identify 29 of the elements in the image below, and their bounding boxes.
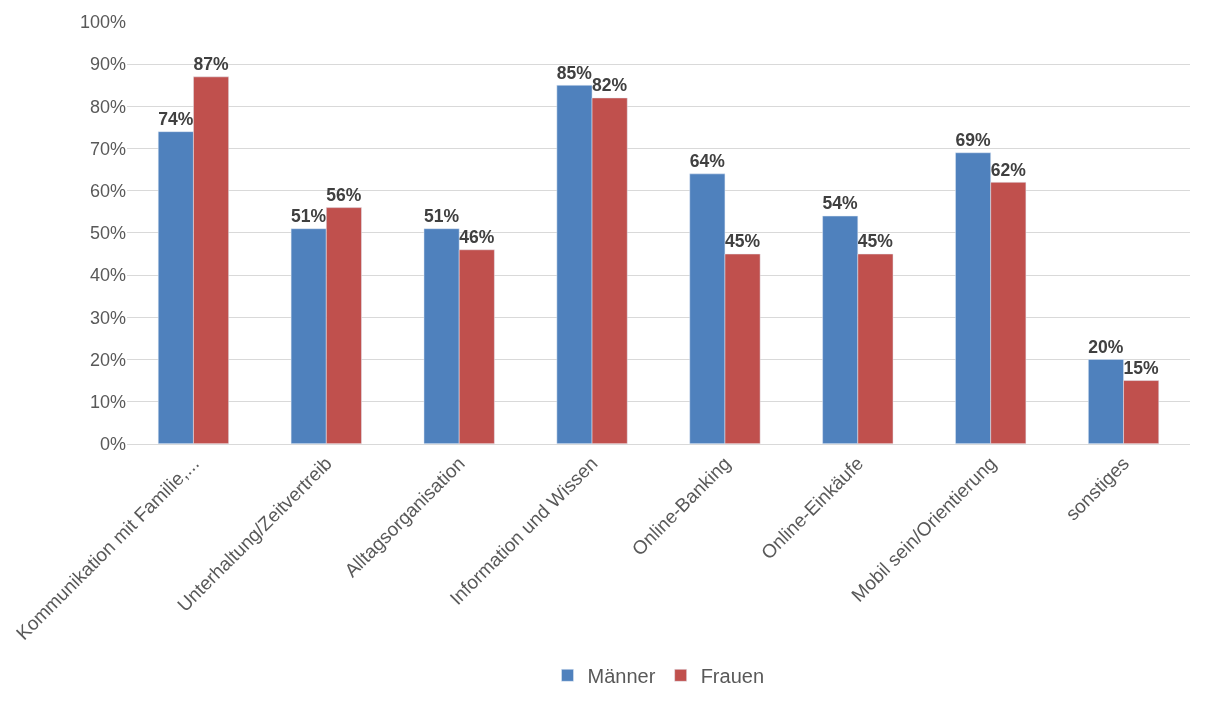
y-tick-label: 50% xyxy=(89,223,126,244)
data-label: 82% xyxy=(592,75,628,96)
data-label: 54% xyxy=(822,193,859,214)
y-tick-label: 100% xyxy=(79,12,126,33)
data-label: 46% xyxy=(459,227,495,248)
y-tick-label: 10% xyxy=(89,391,126,412)
data-label: 74% xyxy=(158,108,194,129)
data-label: 64% xyxy=(689,151,726,172)
data-label: 62% xyxy=(990,159,1027,180)
legend-label: Männer xyxy=(587,665,656,688)
data-label: 56% xyxy=(326,184,362,205)
data-label: 20% xyxy=(1088,336,1124,357)
y-tick-label: 70% xyxy=(89,138,126,159)
y-tick-label: 60% xyxy=(89,181,126,202)
data-label: 51% xyxy=(291,206,327,226)
legend-label: Frauen xyxy=(700,665,765,688)
y-tick-label: 0% xyxy=(99,434,126,455)
y-tick-label: 90% xyxy=(89,54,126,75)
y-tick-label: 20% xyxy=(89,349,126,370)
data-label: 87% xyxy=(193,54,229,75)
data-label: 45% xyxy=(857,231,894,252)
data-label: 15% xyxy=(1123,357,1160,378)
data-label: 51% xyxy=(423,206,460,226)
data-label: 85% xyxy=(556,62,593,83)
data-label: 69% xyxy=(955,130,991,151)
data-label: 45% xyxy=(724,231,761,252)
y-tick-label: 30% xyxy=(89,307,126,328)
y-tick-label: 80% xyxy=(89,96,126,117)
y-tick-label: 40% xyxy=(89,265,126,286)
